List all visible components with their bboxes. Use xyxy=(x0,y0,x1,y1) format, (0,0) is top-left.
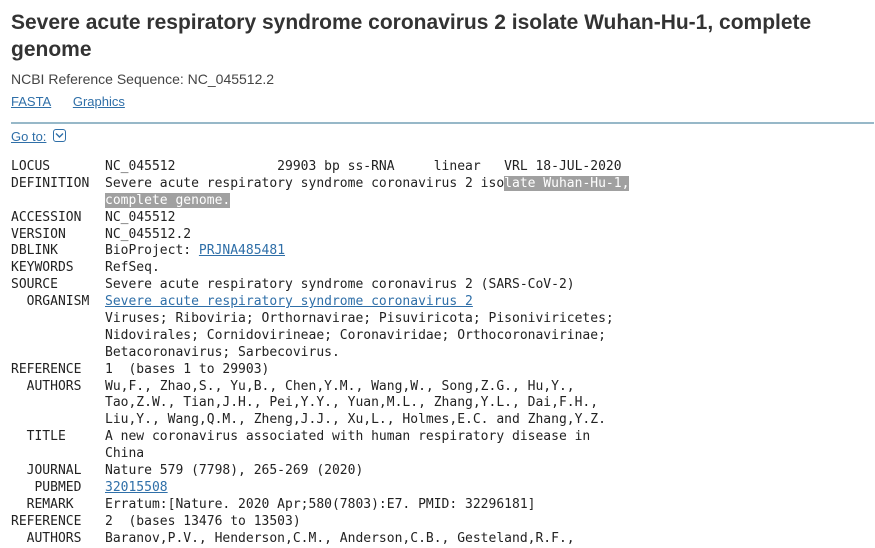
fasta-link[interactable]: FASTA xyxy=(11,94,52,109)
dblink-row: DBLINK BioProject: PRJNA485481 xyxy=(11,243,629,260)
reference-1-row: REFERENCE 1 (bases 1 to 29903) xyxy=(11,362,629,379)
definition-selection: late Wuhan-Hu-1, xyxy=(504,175,630,191)
lineage-line: Viruses; Riboviria; Orthornavirae; Pisuv… xyxy=(105,311,614,327)
authors-line: Liu,Y., Wang,Q.M., Zheng,J.J., Xu,L., Ho… xyxy=(105,412,606,428)
accession-row: ACCESSION NC_045512 xyxy=(11,210,629,227)
reference-2-value: 2 (bases 13476 to 13503) xyxy=(105,513,301,529)
header-divider xyxy=(11,122,874,124)
keywords-key: KEYWORDS xyxy=(11,260,74,276)
source-key: SOURCE xyxy=(11,277,58,293)
chevron-down-icon[interactable] xyxy=(53,129,67,142)
version-value: NC_045512.2 xyxy=(105,226,192,242)
organism-key-label: ORGANISM xyxy=(26,294,90,310)
title-key-label: TITLE xyxy=(26,429,66,445)
title-line: China xyxy=(105,446,145,462)
reference-2-row: REFERENCE 2 (bases 13476 to 13503) xyxy=(11,514,629,531)
journal-key-label: JOURNAL xyxy=(26,463,82,479)
authors-line: Tao,Z.W., Tian,J.H., Pei,Y.Y., Yuan,M.L.… xyxy=(105,395,599,411)
version-key: VERSION xyxy=(11,226,66,242)
locus-key: LOCUS xyxy=(11,159,51,174)
authors-line: Baranov,P.V., Henderson,C.M., Anderson,C… xyxy=(105,530,575,546)
organism-row: ORGANISM Severe acute respiratory syndrom… xyxy=(11,294,629,311)
pubmed-row: PUBMED 32015508 xyxy=(11,480,629,497)
authors-row: AUTHORS Wu,F., Zhao,S., Yu,B., Chen,Y.M.,… xyxy=(11,379,629,396)
authors-row: Tao,Z.W., Tian,J.H., Pei,Y.Y., Yuan,M.L.… xyxy=(11,395,629,412)
dblink-key: DBLINK xyxy=(11,243,58,259)
reference-key: REFERENCE xyxy=(11,513,82,529)
graphics-link[interactable]: Graphics xyxy=(72,94,125,109)
lineage-line: Nidovirales; Cornidovirineae; Coronaviri… xyxy=(105,327,606,343)
title-row: TITLE A new coronavirus associated with h… xyxy=(11,429,629,446)
journal-value: Nature 579 (7798), 265-269 (2020) xyxy=(105,463,364,479)
lineage-row: Nidovirales; Cornidovirineae; Coronaviri… xyxy=(11,328,629,345)
organism-link[interactable]: Severe acute respiratory syndrome corona… xyxy=(105,294,473,310)
title-line: A new coronavirus associated with human … xyxy=(105,429,591,445)
journal-row: JOURNAL Nature 579 (7798), 265-269 (2020) xyxy=(11,463,629,480)
bioproject-link[interactable]: PRJNA485481 xyxy=(198,243,286,259)
remark-key: REMARK xyxy=(11,497,105,514)
goto-link[interactable]: Go to: xyxy=(11,129,47,144)
locus-value: NC_045512 29903 bp ss-RNA linear VRL 18-… xyxy=(105,159,622,174)
keywords-row: KEYWORDS RefSeq. xyxy=(11,260,629,277)
definition-key: DEFINITION xyxy=(11,175,90,191)
locus-row: LOCUS NC_045512 29903 bp ss-RNA linear VR… xyxy=(11,159,629,176)
source-value: Severe acute respiratory syndrome corona… xyxy=(105,277,575,293)
title-key: TITLE xyxy=(11,429,105,446)
record-page: Severe acute respiratory syndrome corona… xyxy=(11,9,875,546)
definition-value: Severe acute respiratory syndrome corona… xyxy=(105,175,505,191)
source-row: SOURCE Severe acute respiratory syndrome … xyxy=(11,277,629,294)
authors-row: AUTHORS Baranov,P.V., Henderson,C.M., And… xyxy=(11,531,629,548)
format-links: FASTA Graphics xyxy=(11,94,875,110)
remark-key-label: REMARK xyxy=(26,496,74,512)
authors-row: Liu,Y., Wang,Q.M., Zheng,J.J., Xu,L., Ho… xyxy=(11,412,629,429)
lineage-row: Viruses; Riboviria; Orthornavirae; Pisuv… xyxy=(11,311,629,328)
organism-key: ORGANISM xyxy=(11,294,105,311)
remark-row: REMARK Erratum:[Nature. 2020 Apr;580(7803… xyxy=(11,497,629,514)
definition-row-2: complete genome. xyxy=(11,192,629,210)
authors-key-label: AUTHORS xyxy=(26,530,82,546)
definition-row: DEFINITION Severe acute respiratory syndr… xyxy=(11,175,630,193)
authors-key: AUTHORS xyxy=(11,379,105,396)
authors-key-label: AUTHORS xyxy=(26,378,82,394)
accession-value: NC_045512 xyxy=(105,209,176,225)
pubmed-key-label: PUBMED xyxy=(34,479,82,495)
authors-key: AUTHORS xyxy=(11,531,105,548)
pubmed-key: PUBMED xyxy=(11,480,105,497)
version-row: VERSION NC_045512.2 xyxy=(11,227,629,244)
remark-value: Erratum:[Nature. 2020 Apr;580(7803):E7. … xyxy=(105,496,536,512)
pubmed-link[interactable]: 32015508 xyxy=(105,479,168,495)
genbank-flat-record: LOCUS NC_045512 29903 bp ss-RNA linear VR… xyxy=(11,159,630,548)
page-title: Severe acute respiratory syndrome corona… xyxy=(11,11,812,61)
reference-1-value: 1 (bases 1 to 29903) xyxy=(105,361,270,377)
reference-key: REFERENCE xyxy=(11,361,82,377)
dblink-prefix: BioProject: xyxy=(105,243,199,259)
definition-selection-2: complete genome. xyxy=(105,192,231,208)
lineage-row: Betacoronavirus; Sarbecovirus. xyxy=(11,345,629,362)
title-row: China xyxy=(11,446,629,463)
authors-line: Wu,F., Zhao,S., Yu,B., Chen,Y.M., Wang,W… xyxy=(105,378,575,394)
journal-key: JOURNAL xyxy=(11,463,105,480)
lineage-line: Betacoronavirus; Sarbecovirus. xyxy=(105,344,340,360)
accession-key: ACCESSION xyxy=(11,209,82,225)
keywords-value: RefSeq. xyxy=(105,260,160,276)
goto-menu[interactable]: Go to: xyxy=(11,129,67,145)
refseq-accession-line: NCBI Reference Sequence: NC_045512.2 xyxy=(11,71,275,87)
